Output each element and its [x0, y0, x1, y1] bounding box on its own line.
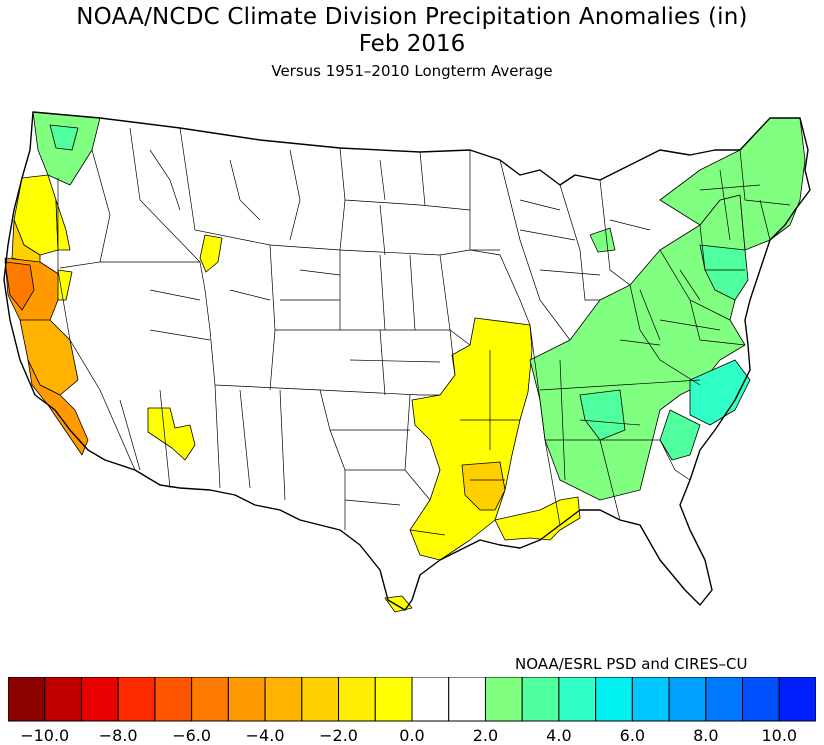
legend-tick-label: −2.0	[319, 726, 358, 745]
climate-division-borders	[57, 127, 791, 536]
legend-swatch	[595, 677, 633, 722]
map-title: NOAA/NCDC Climate Division Precipitation…	[76, 4, 748, 30]
legend-swatch	[374, 677, 413, 722]
region-ms-valley-dry	[409, 317, 533, 561]
legend-tick-label: −4.0	[245, 726, 285, 745]
legend-tick-label: 8.0	[693, 726, 719, 745]
region-ne-nv-dry	[57, 269, 73, 301]
color-legend	[8, 677, 816, 722]
us-precipitation-map	[3, 111, 811, 613]
legend-swatch	[705, 677, 744, 722]
legend-tick-label: 4.0	[546, 726, 572, 745]
legend-swatch	[448, 677, 486, 722]
legend-swatch	[44, 677, 82, 722]
region-id-dry	[199, 234, 223, 273]
legend-swatch	[742, 677, 780, 722]
region-nc-wet3	[689, 359, 751, 426]
legend-tick-label: −10.0	[20, 726, 70, 745]
legend-tick-label: 0.0	[399, 726, 425, 745]
region-or-inland-dry	[55, 199, 71, 251]
data-credit: NOAA/ESRL PSD and CIRES–CU	[515, 655, 748, 673]
legend-swatch	[484, 677, 523, 722]
region-carolina-wet2	[659, 409, 701, 461]
region-or-coast-dry2	[11, 219, 41, 266]
legend-swatch	[338, 677, 376, 722]
legend-swatch	[668, 677, 707, 722]
us-border	[3, 111, 811, 611]
region-wa-coast-wet2	[49, 124, 79, 151]
legend-swatch	[8, 677, 46, 722]
legend-tick-label: 2.0	[472, 726, 499, 745]
legend-swatch	[411, 677, 450, 722]
region-gulf-coast-dry	[494, 496, 581, 541]
legend-swatch	[80, 677, 119, 722]
legend-swatch	[264, 677, 303, 722]
region-az-dry	[147, 407, 196, 461]
legend-tick-label: 10.0	[761, 726, 798, 745]
legend-swatch	[301, 677, 340, 722]
legend-swatch	[558, 677, 597, 722]
legend-swatch	[191, 677, 229, 722]
legend-swatch	[117, 677, 156, 722]
map-date: Feb 2016	[358, 31, 466, 57]
legend-swatch	[631, 677, 670, 722]
legend-swatch	[778, 677, 816, 722]
legend-swatch	[154, 677, 193, 722]
region-al-wet2	[579, 389, 626, 441]
legend-tick-label: −8.0	[98, 726, 138, 745]
legend-swatch	[521, 677, 560, 722]
legend-swatch	[227, 677, 266, 722]
region-ca-central-dry	[19, 319, 79, 396]
region-mi-wet	[589, 227, 616, 253]
legend-tick-label: 6.0	[619, 726, 646, 745]
legend-tick-label: −6.0	[172, 726, 212, 745]
region-s-tx-dry	[384, 595, 413, 613]
map-subtitle: Versus 1951–2010 Longterm Average	[271, 62, 553, 80]
region-ca-north-dry2	[4, 261, 35, 311]
region-la-dry2	[461, 461, 506, 511]
region-se-wet	[529, 194, 746, 501]
